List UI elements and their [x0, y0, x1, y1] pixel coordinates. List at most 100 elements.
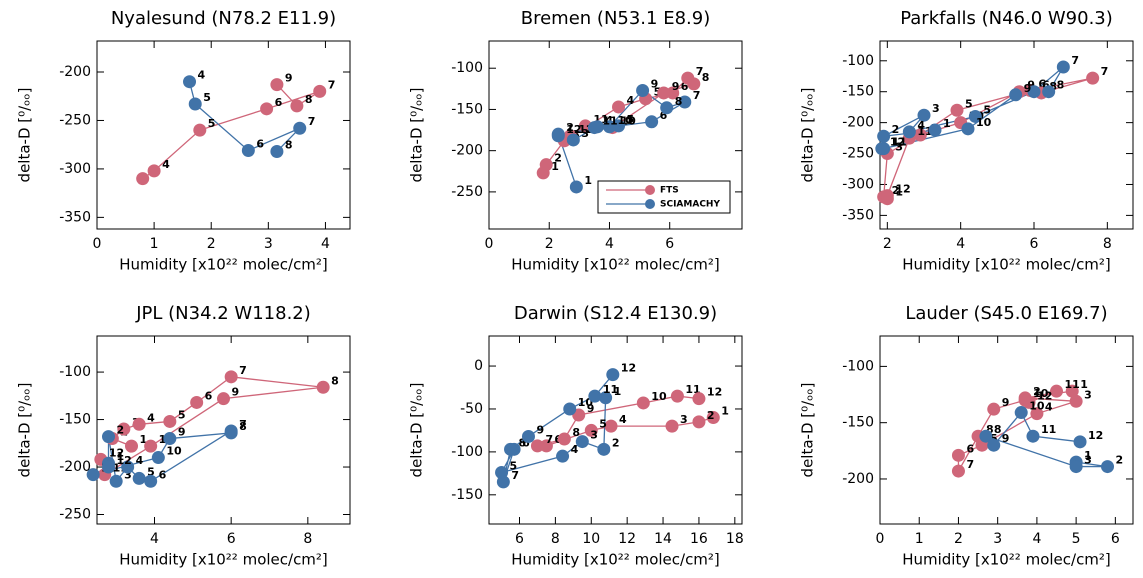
point-label: 5 — [990, 432, 998, 445]
legend-label: SCIAMACHY — [660, 200, 720, 210]
point-label: 5 — [178, 408, 186, 421]
data-point — [163, 414, 177, 428]
point-label: 9 — [672, 80, 680, 93]
data-point — [1022, 395, 1036, 409]
y-tick-label: -150 — [451, 101, 483, 117]
point-label: 3 — [932, 102, 940, 115]
legend-label: FTS — [660, 186, 679, 196]
data-point — [951, 448, 965, 462]
data-point — [569, 180, 583, 194]
data-point — [241, 144, 255, 158]
data-point — [556, 449, 570, 463]
point-label: 7 — [693, 89, 701, 102]
data-point — [1009, 88, 1023, 102]
point-label: 5 — [147, 465, 155, 478]
point-label: 11 — [1041, 423, 1056, 436]
y-axis-label: delta-D [⁰/ₒₒ] — [799, 88, 817, 183]
data-point — [1069, 394, 1083, 408]
y-tick-label: -250 — [451, 184, 483, 200]
point-label: 1 — [584, 174, 592, 187]
data-point — [670, 389, 684, 403]
point-label: 12 — [890, 136, 905, 149]
point-label: 8 — [305, 93, 313, 106]
data-point — [260, 102, 274, 116]
y-tick-label: -200 — [842, 471, 874, 487]
data-point — [190, 395, 204, 409]
plot-frame — [488, 335, 743, 525]
x-tick-label: 6 — [515, 531, 524, 547]
point-label: 4 — [162, 158, 170, 171]
x-tick-label: 5 — [1072, 531, 1081, 547]
data-point — [587, 121, 601, 135]
plot-frame — [96, 40, 351, 230]
data-point — [566, 133, 580, 147]
x-tick-label: 6 — [1111, 531, 1120, 547]
point-label: 8 — [239, 420, 247, 433]
y-tick-label: -200 — [451, 143, 483, 159]
point-label: 3 — [124, 468, 132, 481]
x-tick-label: 1 — [915, 531, 924, 547]
plot-frame — [879, 335, 1134, 525]
x-axis-label: Humidity [x10²² molec/cm²] — [119, 551, 328, 569]
y-tick-label: -50 — [460, 401, 483, 417]
x-axis-label: Humidity [x10²² molec/cm²] — [119, 256, 328, 274]
x-tick-label: 4 — [150, 531, 159, 547]
point-label: 2 — [1116, 454, 1124, 467]
point-label: 1 — [614, 385, 622, 398]
point-label: 7 — [545, 433, 553, 446]
series-line — [882, 77, 1093, 200]
data-point — [1065, 384, 1079, 398]
point-label: 10 — [976, 116, 992, 129]
y-tick-label: -250 — [59, 507, 91, 523]
point-label: 9 — [651, 77, 659, 90]
y-tick-label: -350 — [59, 209, 91, 225]
data-point — [121, 460, 135, 474]
point-label: 2 — [117, 424, 125, 437]
data-point — [575, 435, 589, 449]
data-point — [666, 86, 680, 100]
point-label: 9 — [587, 402, 595, 415]
data-point — [109, 474, 123, 488]
data-point — [928, 123, 942, 137]
point-label: 1 — [140, 433, 148, 446]
data-point — [316, 380, 330, 394]
data-point — [290, 99, 304, 113]
point-label: 11 — [1065, 378, 1080, 391]
y-tick-label: -250 — [59, 112, 91, 128]
data-point — [645, 115, 659, 129]
data-point — [1042, 85, 1056, 99]
data-point — [132, 471, 146, 485]
point-label: 1 — [551, 160, 559, 173]
point-label: 10 — [1029, 400, 1045, 413]
y-tick-label: -100 — [842, 53, 874, 69]
data-point — [588, 389, 602, 403]
point-label: 7 — [308, 115, 316, 128]
y-tick-label: -100 — [451, 60, 483, 76]
data-point — [951, 464, 965, 478]
data-point — [687, 77, 701, 91]
legend-marker — [645, 185, 655, 195]
x-tick-label: 8 — [1103, 236, 1112, 252]
y-tick-label: -150 — [451, 487, 483, 503]
point-label: 2 — [566, 121, 574, 134]
point-label: 9 — [1002, 396, 1010, 409]
data-point — [188, 97, 202, 111]
data-point — [913, 128, 927, 142]
point-label: 12 — [566, 123, 581, 136]
point-label: 12 — [1088, 429, 1103, 442]
point-label: 8 — [519, 436, 527, 449]
x-tick-label: 16 — [690, 531, 708, 547]
point-label: 3 — [680, 413, 688, 426]
data-point — [880, 189, 894, 203]
data-point — [917, 108, 931, 122]
data-point — [950, 103, 964, 117]
point-label: 12 — [1037, 389, 1052, 402]
point-label: 9 — [232, 386, 240, 399]
data-point — [125, 439, 138, 453]
data-point — [217, 392, 230, 406]
x-tick-label: 2 — [545, 236, 554, 252]
x-axis-label: Humidity [x10²² molec/cm²] — [902, 551, 1111, 569]
point-label: 4 — [917, 119, 925, 132]
point-label: 2 — [1033, 385, 1041, 398]
